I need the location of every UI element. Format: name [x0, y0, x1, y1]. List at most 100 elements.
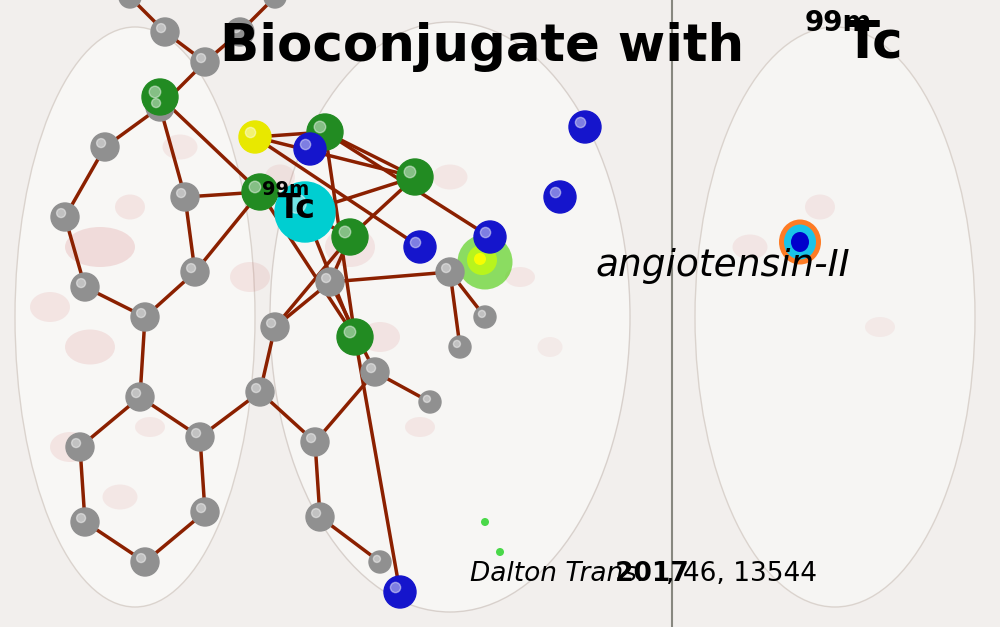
Circle shape — [300, 139, 311, 150]
Circle shape — [71, 273, 99, 301]
Circle shape — [126, 383, 154, 411]
Circle shape — [339, 226, 351, 238]
Circle shape — [72, 439, 81, 448]
Circle shape — [149, 86, 161, 98]
Circle shape — [97, 139, 106, 147]
Circle shape — [267, 319, 276, 327]
Circle shape — [132, 389, 141, 398]
Circle shape — [569, 111, 601, 143]
Circle shape — [367, 364, 376, 372]
Circle shape — [245, 127, 256, 138]
Circle shape — [442, 263, 451, 273]
Circle shape — [119, 0, 141, 8]
Circle shape — [131, 303, 159, 331]
Text: Tc: Tc — [845, 19, 904, 69]
Circle shape — [314, 121, 326, 133]
Circle shape — [242, 174, 278, 210]
Ellipse shape — [103, 485, 138, 510]
Ellipse shape — [791, 232, 809, 252]
Ellipse shape — [474, 253, 486, 265]
Circle shape — [264, 0, 286, 8]
Ellipse shape — [405, 417, 435, 437]
Ellipse shape — [732, 234, 768, 260]
Ellipse shape — [779, 219, 821, 265]
Circle shape — [142, 79, 178, 115]
Text: 99m: 99m — [262, 181, 309, 199]
Circle shape — [192, 429, 201, 438]
Circle shape — [410, 238, 421, 248]
Text: 99m: 99m — [805, 9, 872, 38]
Circle shape — [307, 434, 316, 443]
Ellipse shape — [15, 27, 255, 607]
Circle shape — [306, 503, 334, 531]
Ellipse shape — [115, 194, 145, 219]
Circle shape — [51, 203, 79, 231]
Circle shape — [152, 98, 161, 108]
Circle shape — [449, 336, 471, 358]
Ellipse shape — [162, 135, 198, 159]
Circle shape — [66, 433, 94, 461]
Circle shape — [181, 258, 209, 286]
Ellipse shape — [505, 267, 535, 287]
Ellipse shape — [30, 292, 70, 322]
Circle shape — [275, 182, 335, 242]
Circle shape — [344, 326, 356, 338]
Ellipse shape — [270, 22, 630, 612]
Circle shape — [177, 189, 186, 198]
Circle shape — [71, 508, 99, 536]
Circle shape — [246, 378, 274, 406]
Circle shape — [337, 319, 373, 355]
Ellipse shape — [805, 194, 835, 219]
Circle shape — [197, 503, 206, 512]
Circle shape — [397, 159, 433, 195]
Circle shape — [151, 18, 179, 46]
Circle shape — [239, 121, 271, 153]
Circle shape — [137, 308, 146, 317]
Circle shape — [157, 24, 166, 33]
Ellipse shape — [135, 417, 165, 437]
Circle shape — [575, 117, 586, 128]
Circle shape — [261, 313, 289, 341]
Ellipse shape — [496, 548, 504, 556]
Text: Dalton Trans.: Dalton Trans. — [470, 561, 645, 587]
Circle shape — [307, 114, 343, 150]
Circle shape — [419, 391, 441, 413]
Ellipse shape — [695, 27, 975, 607]
Circle shape — [316, 268, 344, 296]
Circle shape — [146, 93, 174, 121]
Ellipse shape — [784, 224, 816, 260]
Circle shape — [478, 310, 485, 317]
Circle shape — [404, 231, 436, 263]
Circle shape — [232, 24, 241, 33]
Circle shape — [453, 340, 460, 347]
Circle shape — [480, 228, 491, 238]
Circle shape — [77, 514, 86, 522]
Circle shape — [226, 18, 254, 46]
Ellipse shape — [432, 164, 468, 189]
Ellipse shape — [538, 337, 562, 357]
Circle shape — [474, 221, 506, 253]
Ellipse shape — [265, 164, 295, 189]
Circle shape — [384, 576, 416, 608]
Circle shape — [171, 183, 199, 211]
Circle shape — [312, 508, 321, 517]
Circle shape — [544, 181, 576, 213]
Ellipse shape — [50, 432, 90, 462]
Circle shape — [197, 53, 206, 63]
Circle shape — [404, 166, 416, 177]
Circle shape — [322, 273, 331, 283]
Circle shape — [187, 263, 196, 273]
Circle shape — [373, 556, 380, 562]
Circle shape — [191, 498, 219, 526]
Circle shape — [474, 306, 496, 328]
Ellipse shape — [481, 518, 489, 526]
Circle shape — [91, 133, 119, 161]
Text: Tc: Tc — [278, 192, 316, 224]
Circle shape — [390, 582, 401, 593]
Circle shape — [137, 554, 146, 562]
Ellipse shape — [325, 227, 375, 267]
Ellipse shape — [65, 330, 115, 364]
Text: 2017: 2017 — [606, 561, 689, 587]
Circle shape — [249, 181, 261, 192]
Circle shape — [252, 384, 261, 393]
